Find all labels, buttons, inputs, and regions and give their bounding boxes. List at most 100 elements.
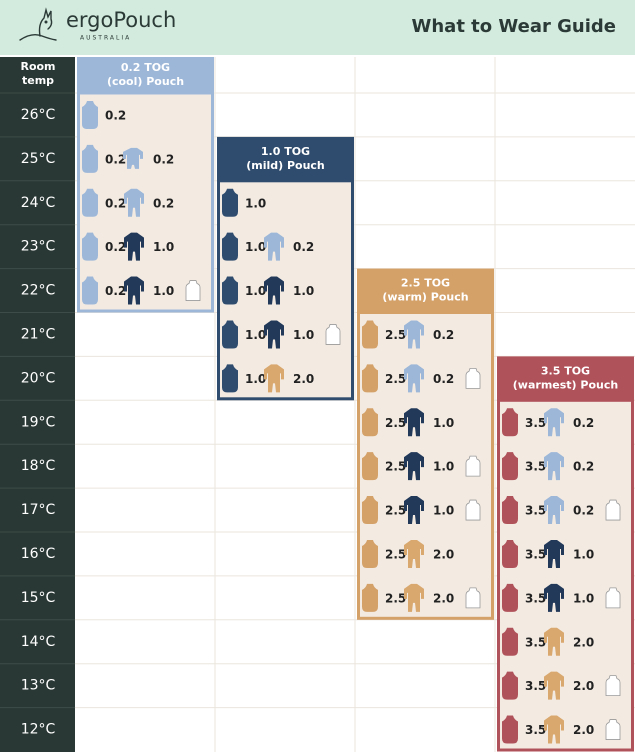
tog-label: 0.2 (105, 108, 126, 122)
temp-label: 22°C (21, 283, 56, 299)
column-label: Room (20, 60, 55, 73)
temp-label: 26°C (21, 107, 56, 123)
suit-icon (264, 364, 284, 393)
pouch-icon (222, 364, 238, 393)
suit-icon (124, 232, 144, 261)
pouch-icon (502, 671, 518, 700)
tog-label: 1.0 (573, 591, 594, 605)
pouch-body (497, 398, 634, 752)
temp-label: 18°C (21, 458, 56, 474)
pouch-title: 1.0 TOG (261, 145, 310, 158)
singlet-icon (325, 324, 341, 345)
pouch-icon (502, 627, 518, 656)
singlet-icon (605, 719, 621, 740)
tog-label: 1.0 (433, 416, 454, 430)
tog-label: 1.0 (433, 504, 454, 518)
tog-label: 0.2 (105, 284, 126, 298)
tog-label: 0.2 (573, 416, 594, 430)
suit-icon (264, 276, 284, 305)
pouch-icon (362, 408, 378, 437)
pouch-icon (502, 583, 518, 612)
tog-label: 0.2 (105, 196, 126, 210)
tog-label: 2.5 (385, 416, 406, 430)
tog-label: 3.5 (525, 591, 546, 605)
tog-label: 2.5 (385, 372, 406, 386)
tog-label: 2.0 (573, 723, 594, 737)
suit-icon (544, 496, 564, 525)
suit-icon (404, 452, 424, 481)
singlet-icon (465, 455, 481, 477)
tog-label: 2.0 (293, 372, 314, 386)
tog-label: 2.0 (433, 591, 454, 605)
tog-label: 2.5 (385, 460, 406, 474)
temp-column (0, 57, 75, 752)
singlet-icon (185, 280, 201, 301)
suit-icon (404, 539, 424, 568)
tog-label: 2.0 (573, 679, 594, 693)
suit-icon (404, 408, 424, 437)
tog-label: 3.5 (525, 460, 546, 474)
suit-icon (404, 496, 424, 525)
temp-label: 21°C (21, 326, 56, 342)
tog-label: 1.0 (573, 547, 594, 561)
pouch-icon (222, 188, 238, 217)
temp-label: 15°C (21, 590, 56, 606)
singlet-icon (465, 367, 481, 389)
temp-label: 19°C (21, 414, 56, 430)
tog-label: 1.0 (293, 284, 314, 298)
pouch-header (217, 136, 354, 181)
page-title: What to Wear Guide (412, 16, 617, 37)
header-bar (0, 0, 635, 55)
pouch-icon (82, 232, 98, 261)
tog-label: 1.0 (245, 328, 266, 342)
suit-icon (544, 583, 564, 612)
pouch-body (217, 179, 354, 401)
pouch-header (77, 57, 214, 93)
pouch-body (77, 91, 214, 313)
suit-icon (264, 320, 284, 349)
pouch-title: (warm) Pouch (382, 291, 468, 304)
pouch-icon (362, 496, 378, 525)
pouch-icon (502, 452, 518, 481)
pouch-icon (502, 408, 518, 437)
tog-label: 1.0 (433, 460, 454, 474)
pouch-icon (222, 232, 238, 261)
suit-icon (544, 408, 564, 437)
tog-label: 2.5 (385, 328, 406, 342)
tog-label: 1.0 (245, 196, 266, 210)
temp-label: 13°C (21, 678, 56, 694)
suit-icon (404, 583, 424, 612)
tog-label: 2.5 (385, 591, 406, 605)
tog-label: 2.5 (385, 504, 406, 518)
suit-icon (544, 452, 564, 481)
tog-label: 3.5 (525, 635, 546, 649)
tog-label: 0.2 (153, 196, 174, 210)
tog-label: 0.2 (573, 460, 594, 474)
suit-icon (124, 188, 144, 217)
column-label: temp (22, 74, 54, 87)
pouch-header (357, 268, 494, 313)
tog-label: 1.0 (293, 328, 314, 342)
tog-label: 2.5 (385, 547, 406, 561)
temp-label: 14°C (21, 634, 56, 650)
pouch-icon (82, 188, 98, 217)
tog-label: 1.0 (153, 240, 174, 254)
pouch-icon (222, 320, 238, 349)
tog-label: 0.2 (573, 504, 594, 518)
singlet-icon (605, 499, 621, 521)
suit-icon (544, 671, 564, 700)
tog-label: 1.0 (245, 284, 266, 298)
pouch-title: (mild) Pouch (246, 159, 325, 172)
tog-label: 3.5 (525, 504, 546, 518)
pouch-icon (362, 583, 378, 612)
pouch-icon (362, 539, 378, 568)
tog-label: 0.2 (105, 240, 126, 254)
pouch-icon (82, 144, 98, 173)
suit-icon (544, 539, 564, 568)
temp-label: 12°C (21, 722, 56, 738)
pouch-title: 3.5 TOG (541, 364, 590, 377)
logo-icon (19, 7, 57, 41)
singlet-icon (465, 587, 481, 609)
tog-label: 1.0 (245, 240, 266, 254)
